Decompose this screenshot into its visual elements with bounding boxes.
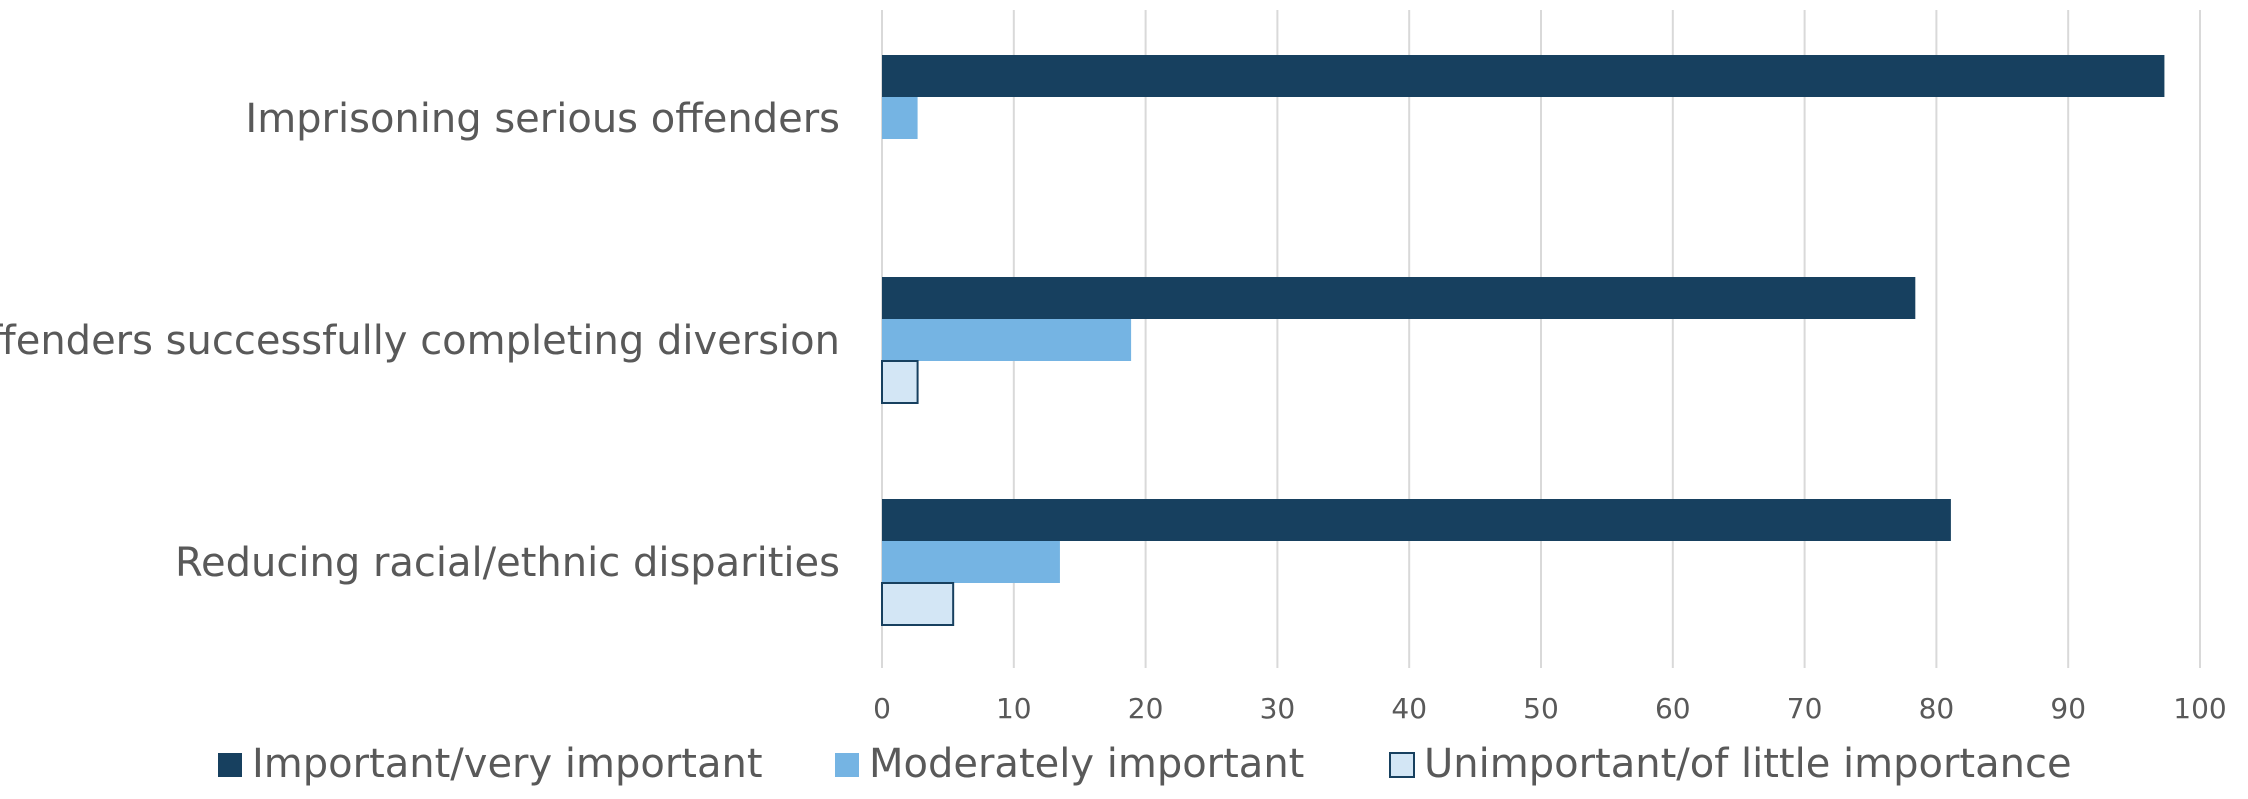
bar-2-2 bbox=[881, 582, 955, 626]
x-tick-label: 60 bbox=[1655, 692, 1691, 725]
x-tick-label: 10 bbox=[996, 692, 1032, 725]
legend-swatch bbox=[835, 753, 859, 777]
legend: Important/very important Moderately impor… bbox=[218, 741, 2072, 787]
legend-label: Moderately important bbox=[869, 741, 1304, 787]
x-tick-label: 40 bbox=[1391, 692, 1427, 725]
bar-2-1 bbox=[882, 541, 1060, 583]
bar-1-0 bbox=[882, 277, 1916, 319]
bar-0-0 bbox=[882, 55, 2165, 97]
x-tick-label: 70 bbox=[1787, 692, 1823, 725]
bars bbox=[881, 55, 2165, 626]
bar-0-1 bbox=[882, 97, 918, 139]
x-tick-label: 30 bbox=[1260, 692, 1296, 725]
category-label: Reducing racial/ethnic disparities bbox=[175, 540, 840, 586]
bar-2-0 bbox=[882, 499, 1951, 541]
gridlines bbox=[881, 10, 2201, 668]
x-tick-label: 80 bbox=[1919, 692, 1955, 725]
legend-swatch bbox=[1389, 752, 1415, 778]
x-tick-label: 100 bbox=[2173, 692, 2226, 725]
x-tick-label: 20 bbox=[1128, 692, 1164, 725]
legend-label: Unimportant/of little importance bbox=[1424, 741, 2072, 787]
x-axis-ticks: 0 10 20 30 40 50 60 70 80 90 100 bbox=[873, 692, 2227, 725]
x-tick-label: 50 bbox=[1523, 692, 1559, 725]
legend-swatch bbox=[218, 753, 242, 777]
bar-1-2 bbox=[881, 360, 919, 404]
category-label: Offenders successfully completing divers… bbox=[0, 318, 840, 364]
x-tick-label: 90 bbox=[2050, 692, 2086, 725]
category-labels: Imprisoning serious offenders Offenders s… bbox=[0, 96, 840, 586]
bar-1-1 bbox=[882, 319, 1132, 361]
category-label: Imprisoning serious offenders bbox=[245, 96, 840, 142]
legend-label: Important/very important bbox=[252, 741, 763, 787]
x-tick-label: 0 bbox=[873, 692, 891, 725]
